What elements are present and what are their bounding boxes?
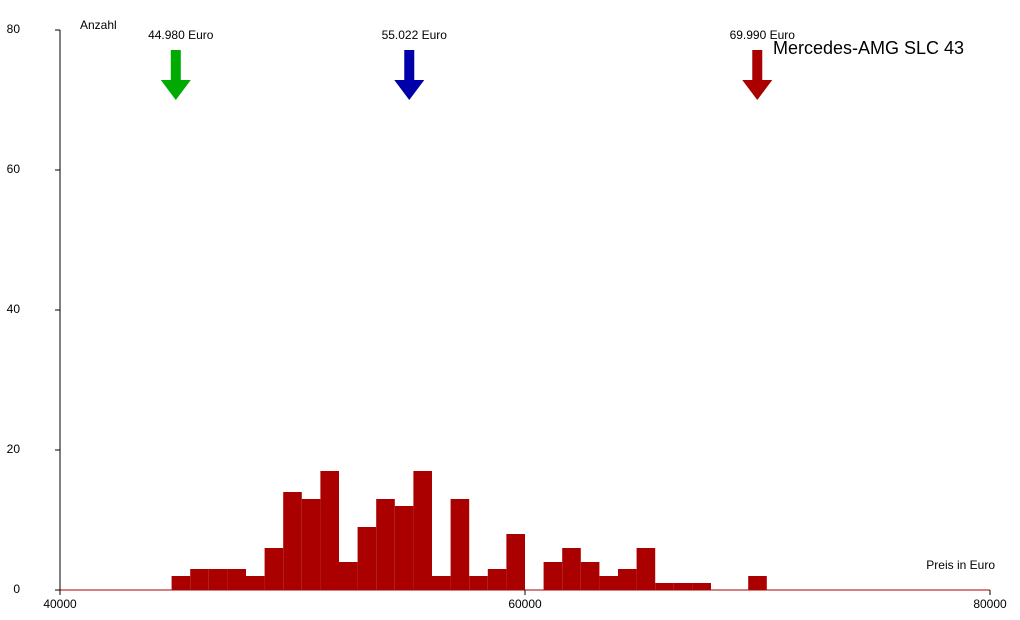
x-tick-label: 40000 — [43, 597, 77, 611]
histogram-bar — [562, 548, 581, 590]
histogram-bar — [748, 576, 767, 590]
price-arrow — [394, 50, 425, 100]
y-tick-label: 60 — [7, 162, 21, 176]
x-axis-label: Preis in Euro — [926, 558, 995, 572]
histogram-bar — [190, 569, 209, 590]
histogram-bar — [394, 506, 414, 590]
histogram-bar — [376, 499, 395, 590]
histogram-bar — [227, 569, 246, 590]
histogram-bar — [171, 576, 191, 590]
price-arrow — [742, 50, 773, 100]
y-tick-label: 80 — [7, 22, 21, 36]
histogram-bar — [673, 583, 693, 590]
histogram-bar — [357, 527, 377, 590]
histogram-bar — [432, 576, 451, 590]
y-axis-label: Anzahl — [80, 18, 117, 32]
histogram-bar — [692, 583, 711, 590]
chart-title: Mercedes-AMG SLC 43 — [773, 38, 964, 58]
histogram-bar — [599, 576, 618, 590]
histogram-bar — [246, 576, 265, 590]
x-tick-label: 60000 — [508, 597, 542, 611]
y-tick-label: 0 — [13, 582, 20, 596]
histogram-bar — [543, 562, 563, 590]
histogram-bar — [208, 569, 228, 590]
histogram-bar — [301, 499, 321, 590]
y-tick-label: 20 — [7, 442, 21, 456]
histogram-bar — [469, 576, 488, 590]
histogram-bar — [580, 562, 600, 590]
price-arrow — [160, 50, 191, 100]
histogram-bar — [320, 471, 339, 590]
histogram-bar — [506, 534, 525, 590]
histogram-bar — [264, 548, 284, 590]
price-label: 55.022 Euro — [382, 28, 448, 42]
histogram-bar — [283, 492, 302, 590]
histogram-bar — [487, 569, 507, 590]
price-label: 44.980 Euro — [148, 28, 214, 42]
histogram-bar — [636, 548, 656, 590]
histogram-bar — [339, 562, 358, 590]
histogram-bar — [655, 583, 674, 590]
x-tick-label: 80000 — [973, 597, 1007, 611]
y-tick-label: 40 — [7, 302, 21, 316]
histogram-bar — [450, 499, 470, 590]
histogram-bar — [618, 569, 637, 590]
histogram-bar — [413, 471, 432, 590]
price-label: 69.990 Euro — [730, 28, 796, 42]
